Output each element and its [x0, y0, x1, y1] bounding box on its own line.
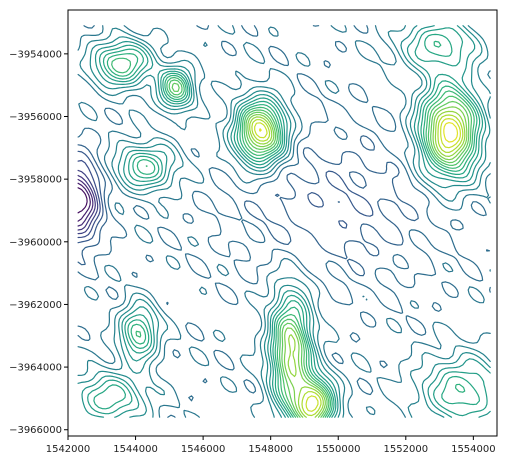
contour-level-9 — [77, 25, 491, 418]
contour-level-22 — [251, 114, 464, 417]
x-axis: 1542000 1544000 1546000 1548000 1550000 15520… — [46, 436, 496, 455]
contour-level-5 — [77, 169, 99, 235]
contour-level-6 — [77, 159, 101, 239]
contour-level-11 — [77, 25, 491, 418]
x-tick-label: 1554000 — [451, 444, 496, 455]
contour-level-3 — [77, 178, 94, 227]
contour-level-21 — [249, 110, 466, 418]
contour-level-23 — [254, 118, 461, 412]
contour-level-20 — [247, 106, 468, 418]
y-tick-label: −3962000 — [9, 300, 62, 311]
x-tick-label: 1550000 — [316, 444, 361, 455]
x-tick-label: 1552000 — [384, 444, 429, 455]
contour-level-1 — [77, 187, 88, 214]
contour-lines — [77, 25, 491, 418]
contour-level-14 — [87, 27, 488, 418]
x-tick-label: 1546000 — [181, 444, 226, 455]
contour-level-12 — [77, 25, 491, 418]
y-tick-label: −3964000 — [9, 363, 62, 374]
contour-level-10 — [77, 25, 491, 418]
y-tick-label: −3966000 — [9, 425, 62, 436]
x-tick-label: 1542000 — [46, 444, 91, 455]
contour-level-18 — [168, 79, 472, 418]
contour-level-2 — [77, 182, 91, 222]
plot-border — [67, 9, 498, 437]
contour-level-16 — [106, 40, 478, 418]
y-axis: −3954000 −3956000 −3958000 −3960000 −3962000… — [9, 49, 68, 436]
y-tick-label: −3954000 — [9, 49, 62, 60]
contour-level-17 — [111, 57, 475, 418]
contour-level-4 — [77, 174, 96, 231]
y-tick-label: −3960000 — [9, 237, 62, 248]
contour-level-13 — [81, 25, 491, 418]
x-tick-label: 1544000 — [113, 444, 158, 455]
contour-level-8 — [77, 135, 419, 277]
contour-level-15 — [93, 33, 481, 418]
contour-level-24 — [258, 122, 459, 143]
y-tick-label: −3958000 — [9, 175, 62, 186]
y-tick-label: −3956000 — [9, 112, 62, 123]
contour-level-7 — [77, 150, 374, 244]
x-tick-label: 1548000 — [248, 444, 293, 455]
contour-level-19 — [171, 82, 470, 418]
